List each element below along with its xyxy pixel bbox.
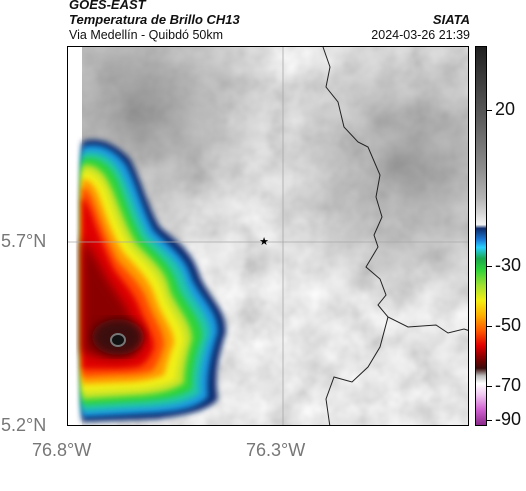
colorbar-tick-minus50: -50 — [495, 315, 522, 335]
datetime-label: 2024-03-26 21:39 — [371, 28, 470, 42]
ytick-5-7n: 5.7°N — [1, 231, 47, 251]
colorbar-tick-minus90: -90 — [495, 409, 522, 429]
ytick-5-2n: 5.2°N — [1, 415, 47, 435]
temperature-colorbar — [475, 46, 487, 426]
colorbar-tick-minus70: -70 — [495, 375, 522, 395]
xtick-76-8w: 76.8°W — [32, 440, 92, 460]
region-label: Via Medellín - Quibdó 50km — [69, 28, 224, 42]
admin-borders — [322, 47, 468, 425]
colorbar-tick-minus30: -30 — [495, 255, 522, 275]
cloud-system — [82, 139, 226, 422]
product-title: Temperatura de Brillo CH13 — [69, 12, 240, 27]
agency-label: SIATA — [432, 12, 470, 27]
satellite-map[interactable]: ★ — [67, 46, 469, 426]
satellite-title: GOES-EAST — [69, 0, 146, 12]
colorbar-tick-20: 20 — [495, 99, 516, 119]
map-image: ★ — [68, 47, 468, 425]
star-icon[interactable]: ★ — [259, 235, 269, 248]
xtick-76-3w: 76.3°W — [246, 440, 306, 460]
